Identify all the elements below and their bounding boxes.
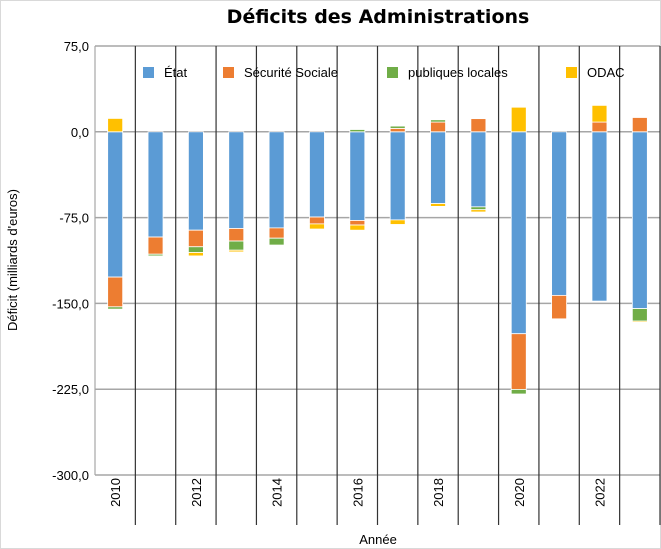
bar-2014-s-curit-sociale <box>268 227 285 239</box>
bar-2023-s-curit-sociale <box>631 117 648 133</box>
x-tick-label: 2016 <box>350 478 365 507</box>
bar-2018-publiques-locales <box>430 119 446 123</box>
bar-2013-odac <box>228 249 245 253</box>
bar-2010-s-curit-sociale <box>107 276 124 308</box>
bar-2017-odac <box>389 219 406 225</box>
bar-2013--tat <box>228 131 245 229</box>
legend-label: ODAC <box>587 65 625 80</box>
bar-2019--tat <box>470 131 487 208</box>
x-axis-title: Année <box>359 532 397 547</box>
legend-swatch <box>566 67 577 78</box>
bar-2018-odac <box>430 203 446 207</box>
bar-2023-odac <box>631 320 648 323</box>
x-tick-label: 2012 <box>189 478 204 507</box>
bar-2016-odac <box>349 224 366 231</box>
bar-2010--tat <box>107 131 124 278</box>
bar-2012-publiques-locales <box>187 246 204 253</box>
bar-2020-s-curit-sociale <box>510 333 527 390</box>
bars <box>107 104 648 395</box>
bar-2017-s-curit-sociale <box>389 127 406 133</box>
bar-2018-s-curit-sociale <box>430 121 446 133</box>
legend-swatch <box>223 67 234 78</box>
bar-2011-s-curit-sociale <box>147 236 164 255</box>
x-tick-label: 2010 <box>108 478 123 507</box>
bar-2022-odac <box>591 104 608 123</box>
bar-2017-publiques-locales <box>389 125 406 129</box>
bar-2018--tat <box>430 131 446 204</box>
bar-2014-publiques-locales <box>268 237 285 246</box>
bar-2022--tat <box>591 131 608 302</box>
y-tick-label: -75,0 <box>59 211 89 226</box>
bar-2015--tat <box>309 131 325 218</box>
y-tick-label: 0,0 <box>71 125 89 140</box>
legend-label: Sécurité Sociale <box>244 65 338 80</box>
bar-2015-odac <box>309 223 325 230</box>
bar-2019-s-curit-sociale <box>470 118 487 133</box>
bar-2022-s-curit-sociale <box>591 121 608 133</box>
bar-2020-odac <box>510 106 527 133</box>
legend-label: État <box>164 65 188 80</box>
x-tick-labels: 2010 2012 2014 2016 2018 2020 2022 <box>108 478 607 507</box>
y-tick-label: -150,0 <box>52 296 89 311</box>
bar-2020-publiques-locales <box>510 389 527 395</box>
x-tick-label: 2018 <box>431 478 446 507</box>
bar-2010-publiques-locales <box>107 306 124 310</box>
legend-swatch <box>143 67 154 78</box>
bar-2016-s-curit-sociale <box>349 220 366 226</box>
chart-title: Déficits des Administrations <box>227 6 530 28</box>
bar-2021--tat <box>551 131 568 296</box>
bar-2019-odac <box>470 209 487 213</box>
bar-2023-publiques-locales <box>631 308 648 322</box>
y-axis-title: Déficit (milliards d'euros) <box>5 189 20 331</box>
y-tick-label: -225,0 <box>52 382 89 397</box>
y-tick-label: 75,0 <box>64 39 89 54</box>
x-tick-label: 2020 <box>512 478 527 507</box>
legend-label: publiques locales <box>408 65 508 80</box>
bar-2010-odac <box>107 118 124 133</box>
bar-2014--tat <box>268 131 285 229</box>
bar-2017--tat <box>389 131 406 221</box>
bar-2013-publiques-locales <box>228 240 245 251</box>
bar-2016-publiques-locales <box>349 129 366 133</box>
bar-2023--tat <box>631 131 648 309</box>
x-tick-label: 2022 <box>592 478 607 507</box>
bar-2021-s-curit-sociale <box>551 294 568 320</box>
y-tick-labels: 75,0 0,0 -75,0 -150,0 -225,0 -300,0 <box>52 39 89 483</box>
legend-swatch <box>387 67 398 78</box>
bar-2011-publiques-locales <box>147 253 164 257</box>
bar-2020--tat <box>510 131 527 335</box>
bar-2011--tat <box>147 131 164 238</box>
bar-2012-s-curit-sociale <box>187 229 204 248</box>
x-tick-label: 2014 <box>270 478 285 507</box>
gridlines <box>94 45 661 525</box>
bar-2015-s-curit-sociale <box>309 216 325 225</box>
bar-2016--tat <box>349 131 366 221</box>
legend: État Sécurité Sociale publiques locales ODA… <box>143 65 625 80</box>
bar-2012-odac <box>187 252 204 257</box>
bar-2013-s-curit-sociale <box>228 228 245 242</box>
bar-2012--tat <box>187 131 204 231</box>
bar-2019-publiques-locales <box>470 206 487 211</box>
y-tick-label: -300,0 <box>52 468 89 483</box>
